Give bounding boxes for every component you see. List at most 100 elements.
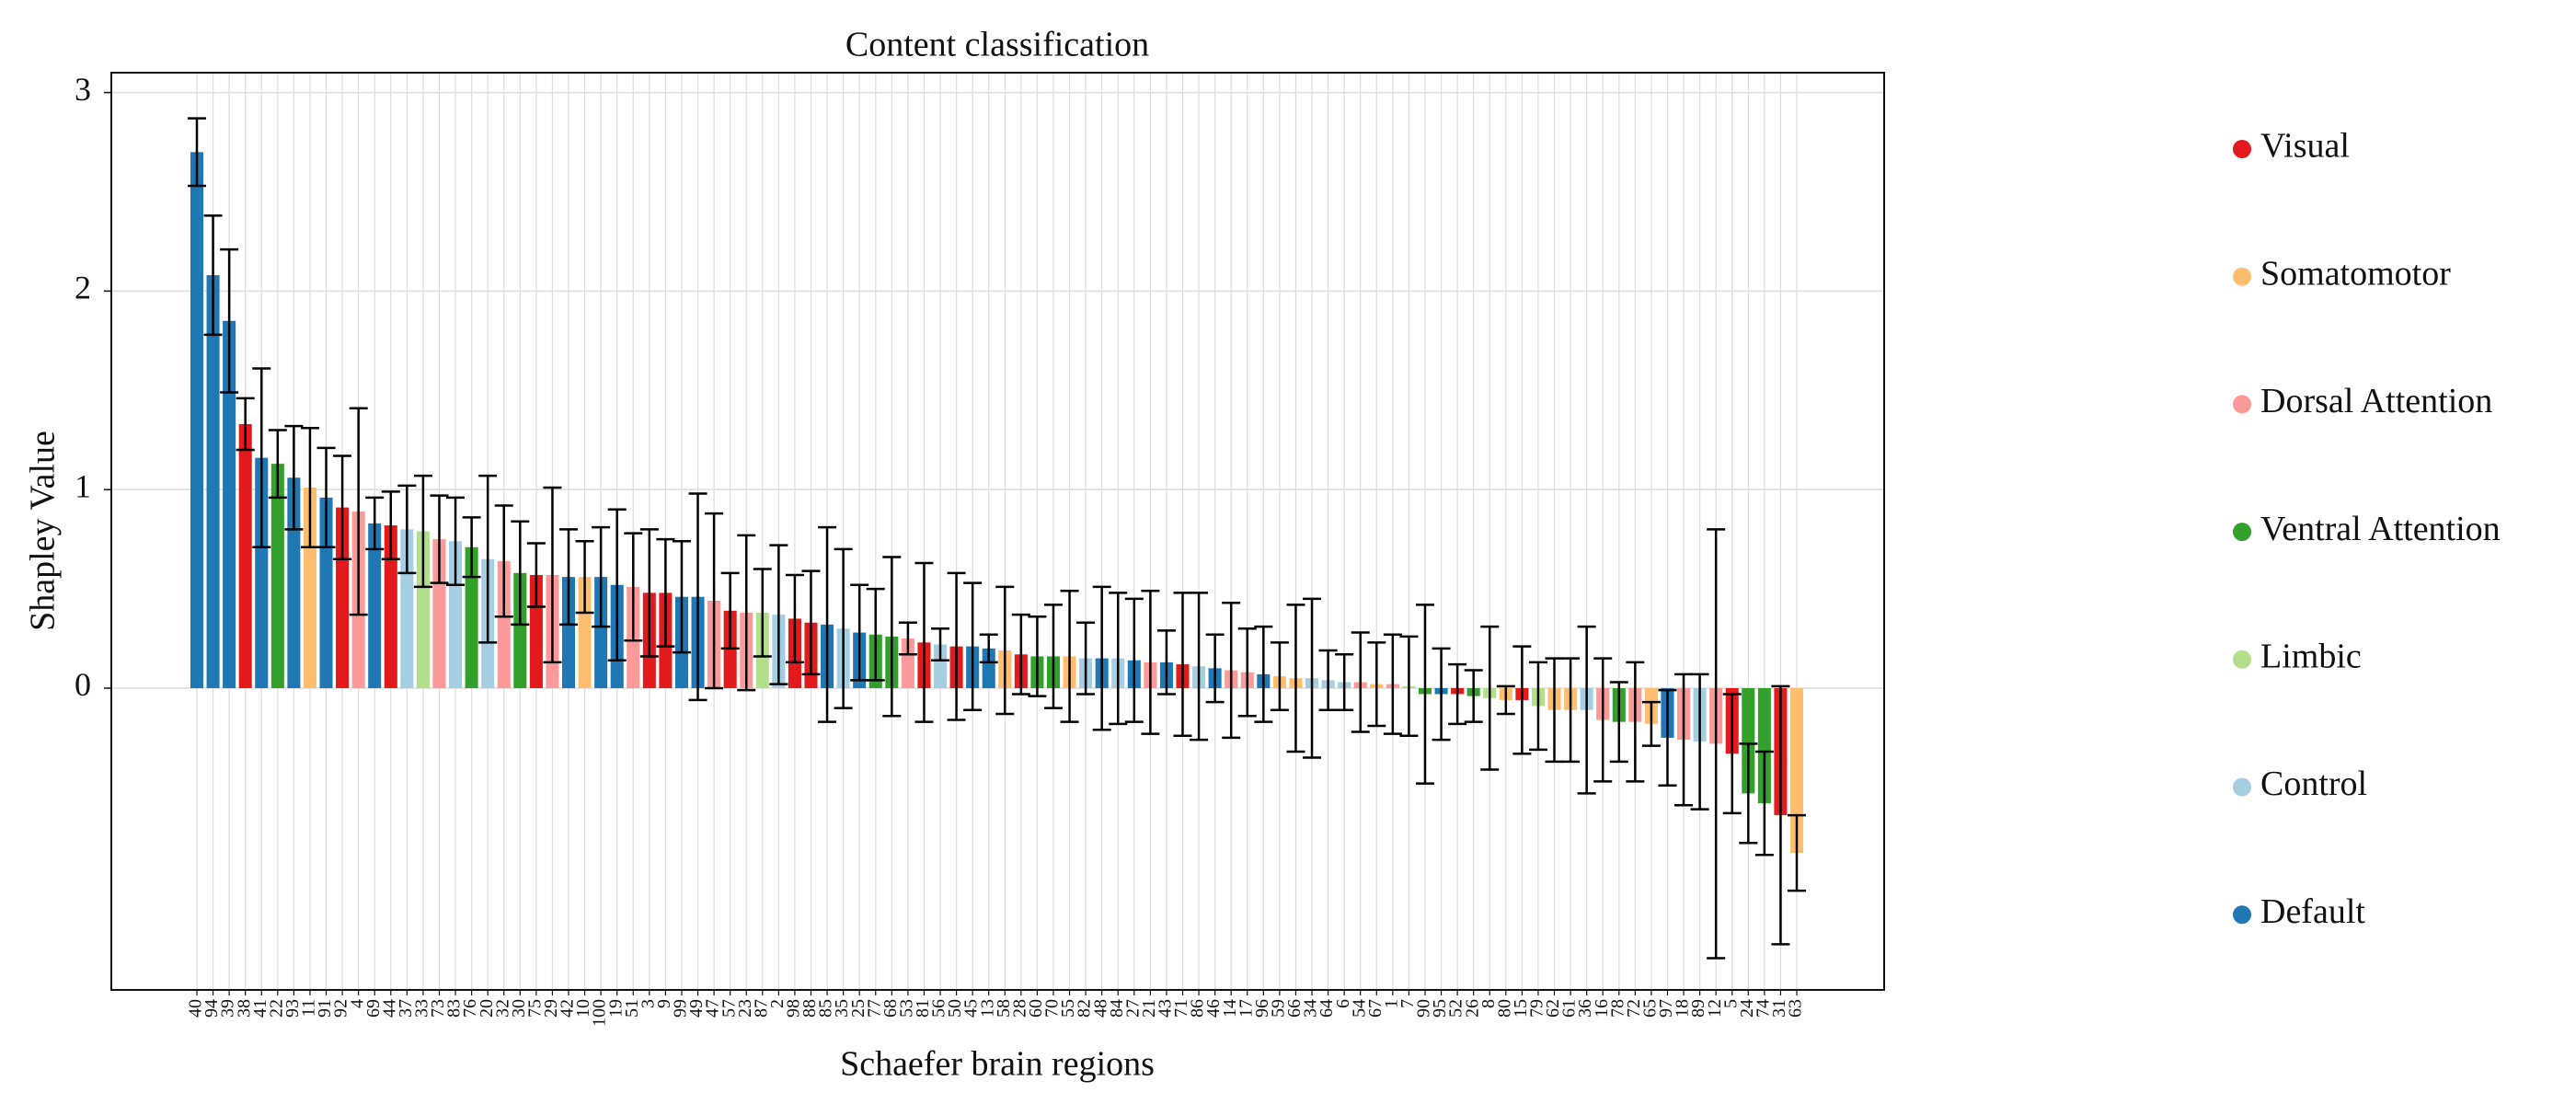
x-tick-label: 43 (1156, 999, 1176, 1018)
x-tick-label: 9 (654, 999, 674, 1008)
bar (982, 648, 995, 688)
x-tick-label: 37 (396, 999, 416, 1018)
x-tick-label: 100 (590, 999, 610, 1027)
x-tick-label: 33 (412, 999, 432, 1018)
x-tick-label: 15 (1511, 999, 1531, 1018)
x-tick-label: 7 (1397, 999, 1418, 1008)
x-tick-label: 57 (719, 999, 739, 1018)
x-tick-label: 64 (1317, 999, 1337, 1018)
x-tick-label: 29 (541, 999, 561, 1018)
bar (1757, 687, 1771, 804)
x-tick-label: 97 (1656, 999, 1676, 1018)
plot-frame (110, 72, 1885, 991)
bar (901, 638, 914, 688)
x-tick-label: 56 (929, 999, 949, 1018)
x-tick-label: 46 (1203, 999, 1224, 1018)
x-tick-label: 68 (880, 999, 901, 1018)
legend-marker (2233, 523, 2251, 542)
x-tick-label: 16 (1592, 999, 1612, 1018)
y-tick-label: 1 (75, 467, 91, 504)
x-tick-label: 73 (428, 999, 448, 1018)
legend-label: Somatomotor (2260, 254, 2451, 293)
legend-marker (2233, 650, 2251, 669)
x-tick-label: 89 (1688, 999, 1708, 1018)
x-tick-label: 48 (1090, 999, 1110, 1018)
x-tick-label: 11 (299, 999, 319, 1017)
legend-marker (2233, 777, 2251, 797)
x-tick-label: 32 (492, 999, 512, 1018)
bar (368, 523, 382, 688)
x-tick-label: 63 (1786, 999, 1806, 1018)
bar (1742, 687, 1755, 794)
bar (319, 497, 333, 688)
x-tick-label: 4 (347, 999, 367, 1008)
legend-marker (2233, 267, 2251, 286)
legend-marker (2233, 395, 2251, 414)
x-tick-label: 76 (460, 999, 480, 1018)
bar (497, 560, 511, 688)
x-tick-label: 49 (686, 999, 707, 1018)
x-tick-label: 28 (1009, 999, 1029, 1018)
x-tick-label: 1 (1381, 999, 1401, 1008)
bar (384, 525, 397, 688)
x-tick-label: 54 (1349, 999, 1369, 1018)
x-tick-label: 85 (816, 999, 836, 1018)
bar (1789, 687, 1804, 854)
x-tick-label: 66 (1284, 999, 1305, 1018)
x-tick-label: 83 (444, 999, 465, 1018)
x-tick-label: 21 (1139, 999, 1159, 1018)
x-tick-label: 17 (1236, 999, 1256, 1018)
x-tick-label: 31 (1769, 999, 1789, 1018)
x-tick-label: 45 (961, 999, 982, 1018)
bar (578, 577, 592, 688)
x-tick-label: 20 (477, 999, 497, 1018)
legend-label: Dorsal Attention (2260, 382, 2492, 420)
bar (561, 577, 576, 688)
bar (400, 529, 414, 688)
bar (255, 457, 269, 688)
x-tick-label: 10 (573, 999, 593, 1018)
bar (206, 275, 220, 688)
x-tick-label: 12 (1705, 999, 1725, 1018)
x-tick-label: 8 (1478, 999, 1499, 1008)
legend-label: Control (2260, 765, 2367, 803)
x-tick-label: 98 (784, 999, 804, 1018)
x-tick-label: 60 (1026, 999, 1046, 1018)
bar (933, 644, 948, 688)
legend-label: Default (2260, 892, 2365, 931)
bar (238, 423, 252, 688)
legend-label: Ventral Attention (2260, 510, 2501, 548)
x-tick-label: 59 (1268, 999, 1288, 1018)
x-tick-label: 82 (1075, 999, 1095, 1018)
x-tick-label: 61 (1559, 999, 1580, 1018)
x-tick-label: 86 (1188, 999, 1208, 1018)
bar (336, 507, 350, 688)
x-tick-label: 38 (234, 999, 254, 1018)
x-tick-label: 51 (622, 999, 642, 1018)
x-tick-label: 26 (1462, 999, 1482, 1018)
x-tick-label: 52 (1446, 999, 1466, 1018)
bar (513, 572, 527, 688)
bar (223, 320, 236, 688)
x-tick-label: 67 (1365, 999, 1386, 1018)
x-tick-label: 55 (1058, 999, 1078, 1018)
x-tick-label: 81 (913, 999, 933, 1018)
x-tick-label: 41 (250, 999, 270, 1018)
x-tick-label: 27 (1122, 999, 1143, 1018)
bar (594, 577, 608, 688)
x-tick-label: 50 (945, 999, 965, 1018)
y-tick-label: 3 (75, 71, 91, 108)
chart-title: Content classification (845, 26, 1149, 64)
x-tick-label: 44 (379, 999, 399, 1018)
x-tick-label: 62 (1543, 999, 1563, 1018)
bar (190, 152, 204, 688)
bar (449, 541, 463, 688)
legend-label: Visual (2260, 127, 2350, 166)
legend-label: Limbic (2260, 638, 2362, 676)
x-tick-label: 87 (751, 999, 771, 1018)
x-tick-label: 6 (1333, 999, 1353, 1008)
x-tick-label: 14 (1220, 999, 1240, 1018)
x-tick-label: 42 (558, 999, 578, 1018)
